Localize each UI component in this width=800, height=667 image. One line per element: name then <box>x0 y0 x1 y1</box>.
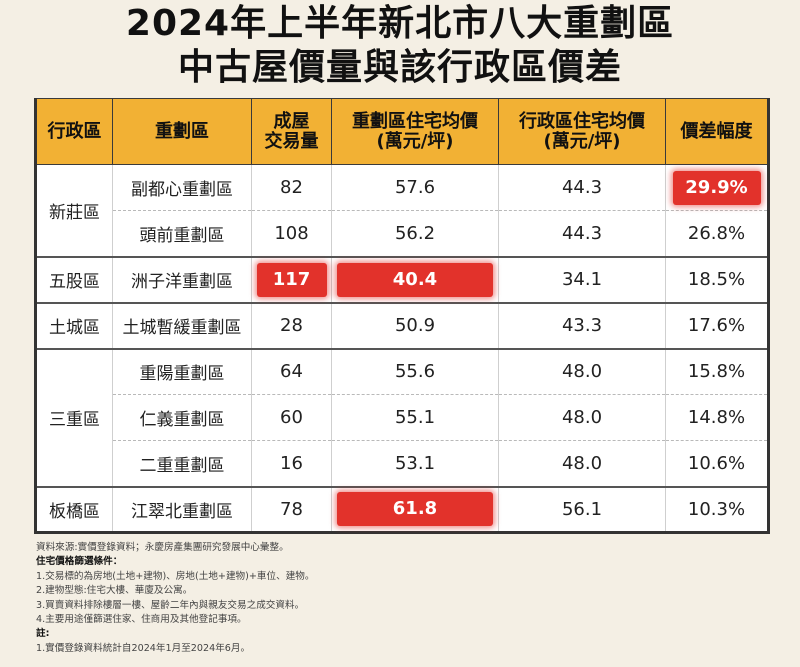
volume-cell: 78 <box>251 486 332 534</box>
diff-cell: 18.5% <box>665 256 770 304</box>
zone-price-cell: 40.4 <box>331 256 499 304</box>
criteria-item: 2.建物型態:住宅大樓、華廈及公寓。 <box>36 585 193 597</box>
district-price-cell: 34.1 <box>498 256 666 304</box>
diff-cell: 14.8% <box>665 394 770 441</box>
zone-cell: 副都心重劃區 <box>112 164 252 211</box>
page-title: 2024年上半年新北市八大重劃區 <box>125 3 675 44</box>
zone-price-cell: 55.6 <box>331 348 499 395</box>
diff-cell: 29.9% <box>665 164 770 211</box>
district-price-cell: 48.0 <box>498 348 666 395</box>
header-district-price: 行政區住宅均價 (萬元/坪) <box>498 98 666 165</box>
district-cell: 新莊區 <box>34 164 113 258</box>
diff-cell: 15.8% <box>665 348 770 395</box>
volume-cell: 16 <box>251 440 332 488</box>
volume-cell: 60 <box>251 394 332 441</box>
district-price-cell: 48.0 <box>498 394 666 441</box>
remark-title: 註: <box>36 628 50 640</box>
volume-highlight: 117 <box>256 262 327 297</box>
district-price-cell: 44.3 <box>498 210 666 258</box>
district-price-cell: 56.1 <box>498 486 666 534</box>
zone-cell: 重陽重劃區 <box>112 348 252 395</box>
header-district-price-line2: (萬元/坪) <box>543 130 621 152</box>
table-row: 頭前重劃區 108 56.2 44.3 26.8% <box>36 210 770 258</box>
district-cell: 三重區 <box>34 348 113 488</box>
zone-price-highlight: 40.4 <box>337 262 493 297</box>
price-table: 行政區 重劃區 成屋 交易量 重劃區住宅均價 (萬元/坪) 行政區住宅均價 (萬… <box>34 98 770 534</box>
volume-cell: 28 <box>251 302 332 350</box>
district-cell: 土城區 <box>34 302 113 350</box>
district-price-cell: 44.3 <box>498 164 666 211</box>
header-zone-price-line2: (萬元/坪) <box>376 130 454 152</box>
header-volume: 成屋 交易量 <box>251 98 332 165</box>
table-row: 板橋區 江翠北重劃區 78 61.8 56.1 10.3% <box>34 486 770 534</box>
zone-cell: 二重重劃區 <box>112 440 252 488</box>
header-zone-price-line1: 重劃區住宅均價 <box>352 110 478 132</box>
zone-cell: 土城暫緩重劃區 <box>112 302 252 350</box>
page-subtitle: 中古屋價量與該行政區價差 <box>177 47 622 88</box>
source-note: 資料來源:實價登錄資料；永慶房產集團研究發展中心彙整。 <box>36 542 289 553</box>
criteria-item: 3.買賣資料排除樓層一樓、屋齡二年內與親友交易之成交資料。 <box>36 599 305 611</box>
header-zone: 重劃區 <box>112 98 252 165</box>
diff-cell: 26.8% <box>665 210 770 258</box>
volume-cell: 64 <box>251 348 332 395</box>
district-cell: 板橋區 <box>34 486 113 534</box>
table-row: 新莊區 副都心重劃區 82 57.6 44.3 29.9% <box>34 164 770 258</box>
table-header-row: 行政區 重劃區 成屋 交易量 重劃區住宅均價 (萬元/坪) 行政區住宅均價 (萬… <box>34 98 770 165</box>
criteria-item: 1.交易標的為房地(土地+建物)、房地(土地+建物)+車位、建物。 <box>36 570 315 582</box>
zone-cell: 頭前重劃區 <box>112 210 252 258</box>
zone-price-highlight: 61.8 <box>337 492 493 527</box>
zone-cell: 洲子洋重劃區 <box>112 256 252 304</box>
district-price-cell: 48.0 <box>498 440 666 488</box>
header-zone-price: 重劃區住宅均價 (萬元/坪) <box>331 98 499 165</box>
volume-cell: 108 <box>251 210 332 258</box>
diff-highlight: 29.9% <box>672 170 761 205</box>
zone-cell: 江翠北重劃區 <box>112 486 252 534</box>
header-district: 行政區 <box>34 98 113 165</box>
criteria-title: 住宅價格篩選條件： <box>36 556 123 568</box>
zone-price-cell: 50.9 <box>331 302 499 350</box>
remark-item: 1.實價登錄資料統計自2024年1月至2024年6月。 <box>36 642 251 654</box>
zone-price-cell: 57.6 <box>331 164 499 211</box>
table-row: 三重區 重陽重劃區 64 55.6 48.0 15.8% <box>34 348 770 488</box>
district-cell: 五股區 <box>34 256 113 304</box>
criteria-item: 4.主要用途僅篩選住家、住商用及其他登記事項。 <box>36 614 247 626</box>
table-row: 土城區 土城暫緩重劃區 28 50.9 43.3 17.6% <box>34 302 770 350</box>
header-district-price-line1: 行政區住宅均價 <box>519 110 645 132</box>
zone-price-cell: 61.8 <box>331 486 499 534</box>
diff-cell: 10.6% <box>665 440 770 488</box>
zone-price-cell: 53.1 <box>331 440 499 488</box>
diff-cell: 17.6% <box>665 302 770 350</box>
volume-cell: 82 <box>251 164 332 211</box>
district-price-cell: 43.3 <box>498 302 666 350</box>
diff-cell: 10.3% <box>665 486 770 534</box>
table-row: 五股區 洲子洋重劃區 117 40.4 34.1 18.5% <box>34 256 770 304</box>
zone-price-cell: 56.2 <box>331 210 499 258</box>
zone-cell: 仁義重劃區 <box>112 394 252 441</box>
header-diff: 價差幅度 <box>665 98 770 165</box>
footnotes: 資料來源:實價登錄資料；永慶房產集團研究發展中心彙整。 住宅價格篩選條件： 1.… <box>36 541 776 656</box>
zone-price-cell: 55.1 <box>331 394 499 441</box>
header-volume-line2: 交易量 <box>264 130 319 152</box>
header-volume-line1: 成屋 <box>273 110 310 132</box>
table-row: 二重重劃區 16 53.1 48.0 10.6% <box>36 440 770 488</box>
volume-cell: 117 <box>251 256 332 304</box>
table-row: 仁義重劃區 60 55.1 48.0 14.8% <box>36 394 770 441</box>
